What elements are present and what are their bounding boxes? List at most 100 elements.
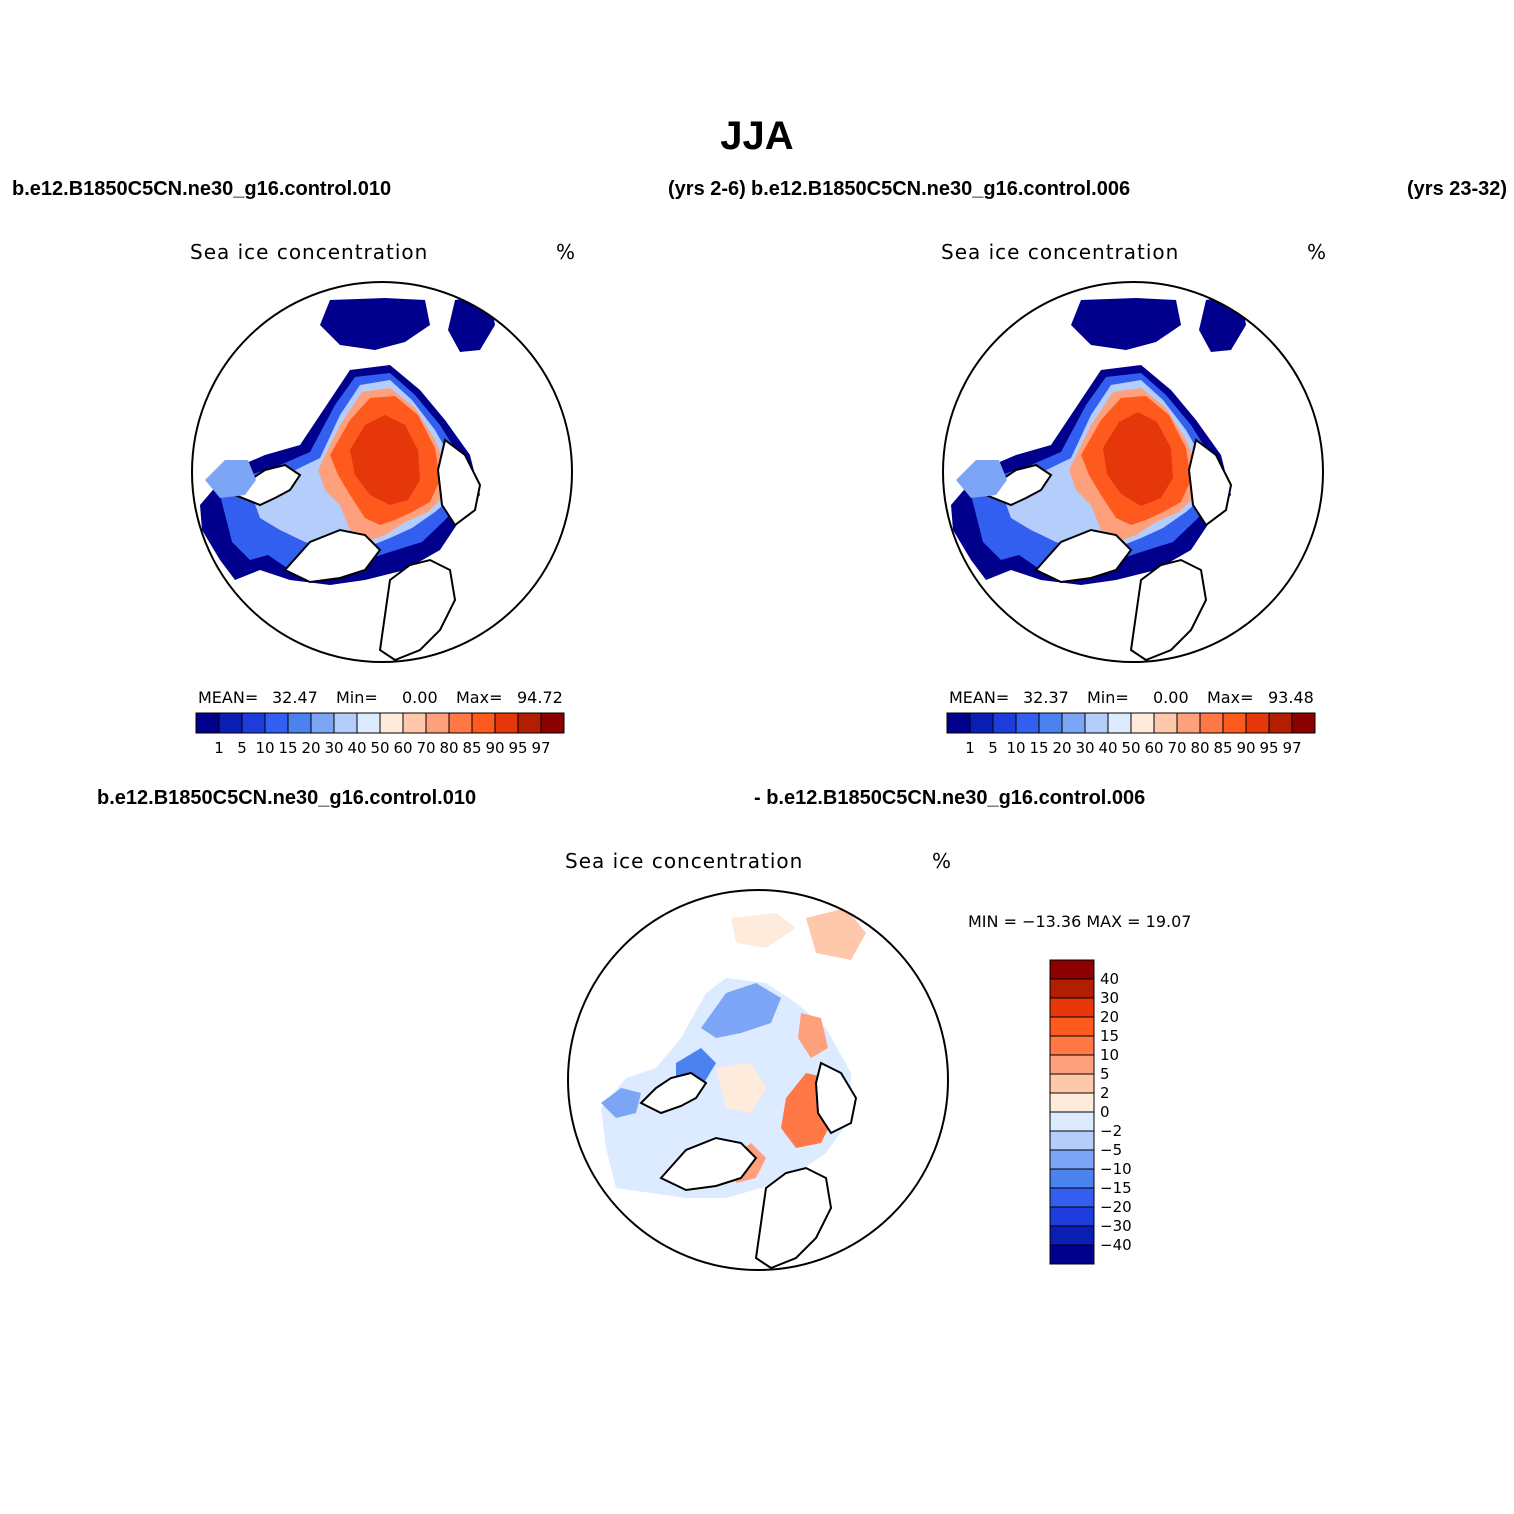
colorbar-tick-label: 40: [347, 739, 366, 757]
ice-core: [350, 415, 420, 505]
colorbar-box: [1049, 1149, 1095, 1170]
land-canada-arch: [233, 463, 302, 507]
colorbar-box: [540, 712, 565, 734]
diff-pos-lightpeach-c: [716, 1063, 766, 1113]
colorbar-box: [1130, 712, 1155, 734]
colorbar-box: [310, 712, 335, 734]
colorbar-box: [1015, 712, 1040, 734]
colorbar-tick-label: −20: [1100, 1198, 1132, 1216]
colorbar-tick-label: 60: [1144, 739, 1163, 757]
colorbar-box: [969, 712, 994, 734]
colorbar-tick-label: −2: [1100, 1122, 1122, 1140]
sea-pacific-ice: [320, 298, 430, 350]
colorbar-tick-label: 15: [1100, 1027, 1119, 1045]
panel1-map-border: [191, 281, 573, 663]
colorbar-box: [448, 712, 473, 734]
colorbar-box: [471, 712, 496, 734]
sea-pacific-ice: [1071, 298, 1181, 350]
land-scandinavia: [754, 1166, 833, 1270]
colorbar-box: [287, 712, 312, 734]
panel1-variable: Sea ice concentration: [190, 240, 429, 264]
panel1-max-label: Max=: [456, 688, 503, 707]
colorbar-box: [1049, 1130, 1095, 1151]
colorbar-box: [402, 712, 427, 734]
panel2-mean: 32.37: [1023, 688, 1069, 707]
colorbar-box: [264, 712, 289, 734]
panel1-min-label: Min=: [336, 688, 378, 707]
colorbar-tick-label: 10: [1100, 1046, 1119, 1064]
colorbar-box: [218, 712, 243, 734]
colorbar-tick-label: −15: [1100, 1179, 1132, 1197]
colorbar-tick-label: 5: [1100, 1065, 1110, 1083]
season-title: JJA: [720, 114, 794, 158]
diff-units: %: [932, 849, 953, 873]
colorbar-box: [1049, 1206, 1095, 1227]
sea-hudson-ice: [205, 460, 256, 498]
panel2-max-label: Max=: [1207, 688, 1254, 707]
colorbar-tick-label: 90: [1236, 739, 1255, 757]
colorbar-box: [1049, 978, 1095, 999]
panel2-max: 93.48: [1268, 688, 1314, 707]
panel1-units: %: [556, 240, 577, 264]
colorbar-tick-label: 95: [1259, 739, 1278, 757]
diff-variable: Sea ice concentration: [565, 849, 804, 873]
colorbar-box: [1049, 1168, 1095, 1189]
colorbar-box: [1049, 997, 1095, 1018]
panel1-colorbar: 1 5 10 15 20 30 40 50 60 70 80 85 90 95 97: [195, 712, 565, 757]
land-canada-arch: [984, 463, 1053, 507]
colorbar-tick-label: 60: [393, 739, 412, 757]
land-greenland: [1034, 528, 1133, 584]
diff-pos-lightpeach-a: [731, 913, 796, 948]
colorbar-tick-label: 40: [1100, 970, 1119, 988]
diff-title-right: - b.e12.B1850C5CN.ne30_g16.control.006: [754, 787, 1146, 809]
panel2-mean-label: MEAN=: [949, 688, 1010, 707]
case-a-name: b.e12.B1850C5CN.ne30_g16.control.010: [12, 178, 392, 200]
colorbar-tick-label: 5: [237, 739, 247, 757]
panel1-min: 0.00: [402, 688, 438, 707]
land-greenland: [283, 528, 382, 584]
case-a-years: (yrs 2-6): [668, 178, 746, 200]
case-b-years: (yrs 23-32): [1407, 178, 1508, 200]
colorbar-tick-label: 95: [508, 739, 527, 757]
colorbar-tick-label: 30: [324, 739, 343, 757]
colorbar-box: [1153, 712, 1178, 734]
colorbar-box: [1049, 1225, 1095, 1246]
colorbar-box: [1049, 1073, 1095, 1094]
colorbar-box: [1107, 712, 1132, 734]
colorbar-tick-label: 40: [1098, 739, 1117, 757]
colorbar-tick-label: 20: [301, 739, 320, 757]
sea-hudson-ice: [956, 460, 1007, 498]
colorbar-box: [195, 712, 220, 734]
panel2-polar-map: [942, 281, 1324, 663]
colorbar-box: [1222, 712, 1247, 734]
panel1-polar-map: [191, 281, 573, 663]
colorbar-box: [1049, 1092, 1095, 1113]
diff-pos-lightpeach-b: [806, 908, 866, 960]
diff-polar-map: [567, 889, 949, 1271]
land-canada-arch: [639, 1071, 708, 1115]
colorbar-tick-label: 10: [255, 739, 274, 757]
panel2-variable: Sea ice concentration: [941, 240, 1180, 264]
colorbar-tick-label: −30: [1100, 1217, 1132, 1235]
colorbar-tick-label: 70: [416, 739, 435, 757]
colorbar-tick-label: 2: [1100, 1084, 1110, 1102]
diff-title-left: b.e12.B1850C5CN.ne30_g16.control.010: [97, 787, 477, 809]
colorbar-tick-label: 30: [1075, 739, 1094, 757]
colorbar-box: [1049, 1244, 1095, 1265]
colorbar-box: [517, 712, 542, 734]
colorbar-tick-label: 80: [1190, 739, 1209, 757]
colorbar-box: [1049, 1111, 1095, 1132]
panel2-min: 0.00: [1153, 688, 1189, 707]
colorbar-tick-label: 70: [1167, 739, 1186, 757]
colorbar-box: [1049, 959, 1095, 980]
colorbar-box: [333, 712, 358, 734]
panel2-map-border: [942, 281, 1324, 663]
colorbar-box: [1199, 712, 1224, 734]
land-siberia: [436, 438, 482, 527]
diff-neg-blue-a: [701, 983, 781, 1038]
case-b-name: b.e12.B1850C5CN.ne30_g16.control.006: [751, 178, 1131, 200]
diff-pos-peach-a: [798, 1013, 828, 1058]
land-scandinavia: [378, 558, 457, 662]
colorbar-tick-label: −40: [1100, 1236, 1132, 1254]
